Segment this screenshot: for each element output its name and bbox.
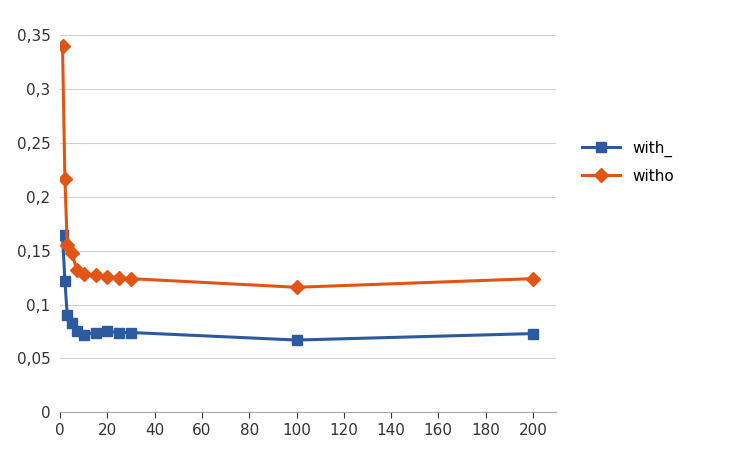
with_	[72, 329, 81, 334]
witho	[529, 276, 538, 281]
witho	[103, 274, 112, 279]
with_	[62, 312, 71, 318]
witho	[126, 276, 135, 281]
witho	[58, 44, 67, 49]
witho	[292, 284, 301, 290]
with_	[103, 329, 112, 334]
witho	[115, 275, 124, 280]
Line: witho: witho	[58, 41, 538, 292]
with_	[60, 278, 69, 284]
witho	[60, 176, 69, 181]
with_	[126, 330, 135, 335]
with_	[91, 330, 100, 335]
witho	[68, 250, 77, 256]
witho	[79, 272, 88, 277]
Line: with_: with_	[58, 229, 538, 345]
with_	[68, 320, 77, 326]
with_	[115, 330, 124, 335]
witho	[91, 273, 100, 278]
with_	[292, 337, 301, 343]
witho	[72, 267, 81, 273]
with_	[79, 332, 88, 338]
with_	[58, 232, 67, 237]
witho	[62, 243, 71, 248]
with_	[529, 331, 538, 336]
Legend: with_, witho: with_, witho	[574, 133, 681, 192]
